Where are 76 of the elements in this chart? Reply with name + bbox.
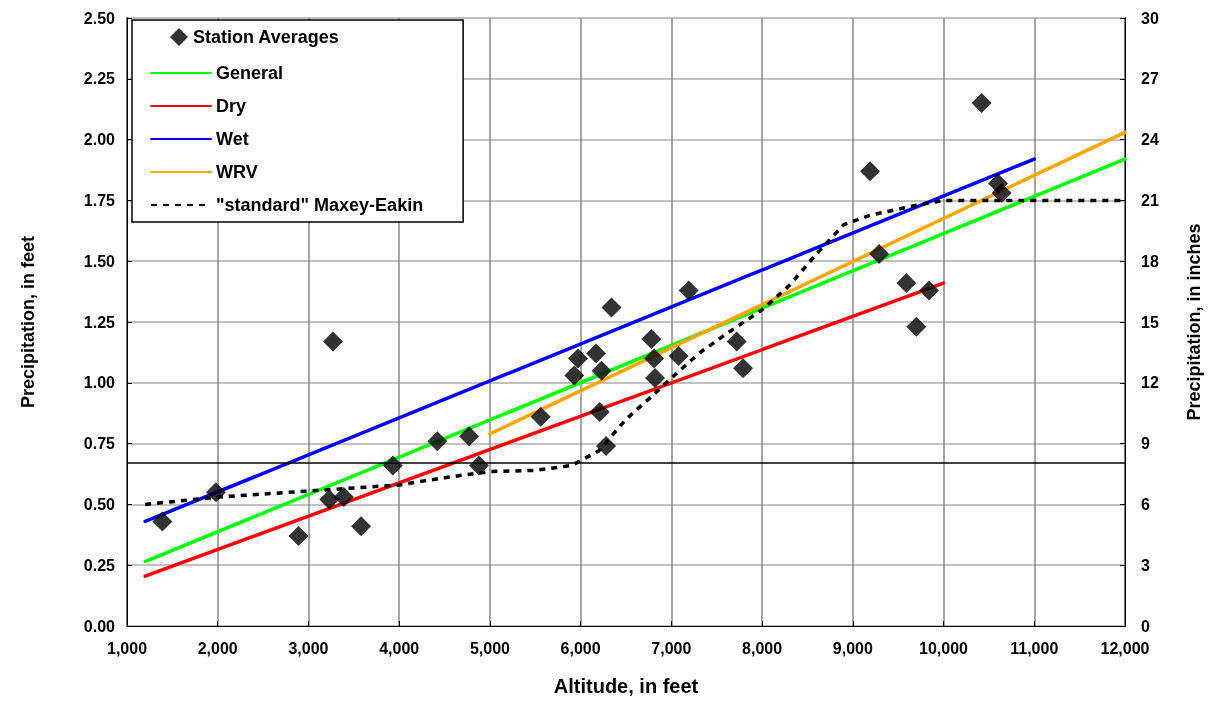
x-tick-label: 11,000 [1010,639,1059,657]
point [896,273,917,294]
legend-label: Dry [216,96,247,116]
point [678,280,699,301]
x-tick-label: 1,000 [106,639,148,657]
y2-tick-label: 0 [1141,617,1150,635]
point [860,161,881,182]
point [596,436,617,457]
point [288,526,309,547]
point [645,367,666,388]
y-tick-label: 2.25 [83,70,116,88]
legend-label: Wet [216,129,249,149]
point [644,348,665,369]
point [152,511,173,532]
point [869,243,890,264]
x-tick-label: 12,000 [1100,639,1150,657]
point [322,331,343,352]
legend-label: WRV [216,162,258,182]
point [601,297,622,318]
y-axis-title: Precipitation, in feet [18,235,38,409]
y2-tick-label: 21 [1141,191,1159,209]
y-tick-label: 0.25 [83,556,116,574]
x-tick-label: 8,000 [742,639,783,657]
y-tick-label: 2.50 [83,9,116,27]
point [319,489,340,510]
legend-label: "standard" Maxey-Eakin [216,195,424,215]
y-tick-label: 0.75 [83,435,116,453]
y2-tick-label: 9 [1141,435,1150,453]
point [971,93,992,114]
y2-tick-label: 12 [1141,374,1159,392]
x-axis-title: Altitude, in feet [553,675,699,697]
point [530,406,551,427]
x-tick-label: 2,000 [197,639,238,657]
y-tick-label: 0.50 [83,495,116,513]
y-tick-label: 1.00 [83,374,116,392]
point [469,455,490,476]
x-tick-label: 3,000 [288,639,329,657]
point [641,329,662,350]
x-tick-label: 4,000 [379,639,420,657]
y-tick-label: 1.75 [83,191,116,209]
y2-tick-label: 18 [1141,252,1159,270]
y2-tick-label: 6 [1141,495,1150,513]
point [333,487,354,508]
x-tick-label: 5,000 [469,639,511,657]
point [382,455,403,476]
point [991,183,1012,204]
y-tick-label: 2.00 [83,131,116,149]
x-tick-label: 9,000 [832,639,873,657]
point [589,401,610,422]
point [427,431,448,452]
point [591,360,612,381]
point [205,482,226,503]
x-tick-label: 6,000 [560,639,601,657]
point [726,331,747,352]
y2-tick-label: 27 [1141,70,1159,88]
y-tick-label: 1.25 [83,313,116,331]
y2-tick-label: 15 [1141,313,1159,331]
point [919,280,940,301]
point [567,348,588,369]
x-tick-label: 7,000 [651,639,692,657]
point [733,358,754,379]
y2-axis-title: Precipitation, in inches [1184,223,1204,421]
legend-label: General [216,63,284,83]
x-tick-label: 10,000 [919,639,969,657]
y2-tick-label: 30 [1141,9,1159,27]
y2-tick-label: 24 [1141,131,1159,149]
y2-tick-label: 3 [1141,556,1150,574]
point [668,346,689,367]
point [906,316,927,337]
point [459,426,480,447]
point [586,343,607,364]
point [351,516,372,537]
point [564,365,585,386]
legend-label: Station Averages [193,27,339,47]
y-tick-label: 0.00 [83,617,116,635]
y-tick-label: 1.50 [83,252,116,270]
